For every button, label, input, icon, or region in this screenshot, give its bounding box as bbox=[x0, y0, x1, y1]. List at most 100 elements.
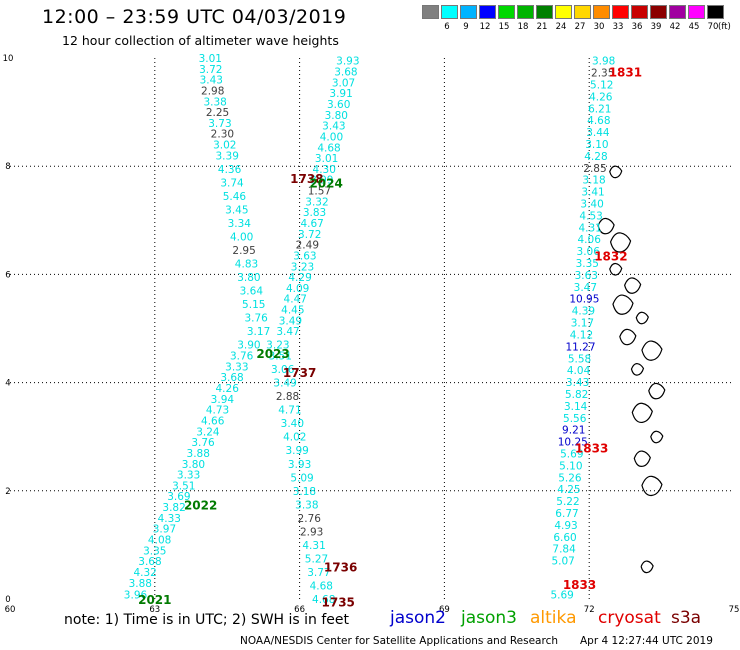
pass-time-label: 1738 bbox=[290, 172, 323, 186]
page-subtitle: 12 hour collection of altimeter wave hei… bbox=[62, 33, 339, 48]
wave-height-value: 4.00 bbox=[320, 131, 343, 143]
wave-height-value: 2.88 bbox=[276, 391, 299, 403]
wave-height-value: 3.91 bbox=[329, 88, 352, 100]
wave-height-value: 2.98 bbox=[201, 85, 224, 97]
wave-height-value: 6.60 bbox=[553, 532, 576, 544]
wave-height-value: 7.84 bbox=[552, 544, 576, 556]
wave-height-value: 3.40 bbox=[580, 199, 603, 211]
wave-height-value: 3.94 bbox=[211, 394, 235, 406]
wave-height-value: 5.15 bbox=[242, 299, 265, 311]
legend-swatch bbox=[517, 5, 534, 19]
lat-tick-label: 8 bbox=[5, 162, 10, 172]
wave-height-value: 4.47 bbox=[284, 294, 307, 306]
pass-time-label: 1736 bbox=[324, 561, 357, 575]
units-note: note: 1) Time is in UTC; 2) SWH is in fe… bbox=[64, 612, 350, 628]
wave-height-value: 3.33 bbox=[177, 470, 200, 482]
wave-height-value: 2.35 bbox=[591, 68, 614, 80]
atoll-outline bbox=[633, 450, 651, 467]
wave-height-value: 3.51 bbox=[172, 480, 195, 492]
satellite-cryosat: cryosat bbox=[598, 608, 661, 628]
wave-height-value: 4.71 bbox=[278, 405, 301, 417]
altimeter-tracks: 3.933.683.073.913.603.803.434.004.683.01… bbox=[124, 53, 616, 606]
wave-height-value: 5.58 bbox=[568, 353, 591, 365]
wave-height-value: 3.45 bbox=[225, 204, 248, 216]
maldives-coastline bbox=[597, 165, 666, 574]
wave-height-value: 3.99 bbox=[285, 445, 308, 457]
pass-time-label: 2024 bbox=[309, 176, 342, 190]
wave-height-value: 2.49 bbox=[296, 240, 319, 252]
wave-height-value: 4.31 bbox=[578, 222, 601, 234]
wave-height-value: 3.64 bbox=[240, 286, 264, 298]
wave-height-value: 3.43 bbox=[322, 121, 345, 133]
wave-height-value: 3.35 bbox=[143, 545, 166, 557]
legend-swatch bbox=[650, 5, 667, 19]
wave-height-value: 11.27 bbox=[565, 341, 595, 353]
wave-height-value: 3.24 bbox=[196, 426, 220, 438]
atoll-outline bbox=[624, 277, 642, 294]
atoll-outline bbox=[631, 402, 653, 424]
lon-tick-label: 72 bbox=[584, 605, 595, 615]
legend-label: 18 bbox=[517, 22, 529, 32]
pass-time-label: 1832 bbox=[594, 249, 627, 263]
wave-height-value: 4.32 bbox=[133, 567, 156, 579]
wave-height-value: 3.06 bbox=[577, 246, 601, 258]
wave-height-value: 3.17 bbox=[571, 318, 594, 330]
pass-time-label: 1831 bbox=[609, 66, 642, 80]
legend-label: 15 bbox=[498, 22, 510, 32]
legend-label: 9 bbox=[463, 22, 469, 32]
pass-time-label: 1833 bbox=[563, 578, 596, 592]
generated-timestamp: Apr 4 12:27:44 UTC 2019 bbox=[580, 635, 713, 647]
legend-swatch bbox=[498, 5, 515, 19]
wave-height-value: 4.39 bbox=[572, 306, 595, 318]
wave-height-value: 4.53 bbox=[579, 210, 602, 222]
wave-height-value: 3.82 bbox=[162, 502, 185, 514]
legend-swatch bbox=[593, 5, 610, 19]
legend-unit: (ft) bbox=[718, 22, 731, 32]
wave-height-value: 3.99 bbox=[310, 175, 333, 187]
legend-swatch bbox=[707, 5, 724, 19]
wave-height-value: 4.93 bbox=[554, 520, 577, 532]
wave-height-value: 3.76 bbox=[230, 351, 254, 363]
wave-height-value: 3.90 bbox=[237, 340, 260, 352]
wave-height-value: 3.93 bbox=[288, 459, 311, 471]
wave-height-value: 5.27 bbox=[305, 553, 328, 565]
wave-height-value: 3.98 bbox=[592, 56, 615, 68]
wave-height-value: 4.06 bbox=[578, 234, 602, 246]
wave-height-value: 4.68 bbox=[317, 142, 340, 154]
wave-height-value: 2.85 bbox=[583, 163, 606, 175]
wave-height-value: 3.49 bbox=[273, 378, 296, 390]
wave-height-value: 5.56 bbox=[563, 413, 587, 425]
lon-tick-label: 75 bbox=[729, 605, 740, 615]
atoll-outline bbox=[619, 328, 637, 346]
wave-height-value: 4.12 bbox=[570, 329, 593, 341]
wave-height-value: 4.31 bbox=[302, 540, 325, 552]
wave-height-value: 6.21 bbox=[588, 103, 611, 115]
wave-height-value: 4.26 bbox=[216, 383, 240, 395]
wave-height-value: 4.73 bbox=[206, 405, 229, 417]
wave-height-value: 5.12 bbox=[590, 80, 613, 92]
wave-height-value: 3.68 bbox=[138, 556, 161, 568]
atoll-outline bbox=[641, 340, 663, 361]
wave-height-value: 3.02 bbox=[213, 140, 236, 152]
pass-time-label: 1735 bbox=[322, 596, 355, 610]
wave-height-value: 6.77 bbox=[555, 508, 578, 520]
atoll-outline bbox=[641, 475, 663, 497]
wave-height-value: 3.40 bbox=[281, 418, 304, 430]
legend-label: 12 bbox=[479, 22, 491, 32]
atoll-outline bbox=[609, 262, 623, 276]
wave-height-value: 3.97 bbox=[153, 524, 176, 536]
wave-height-value: 3.68 bbox=[334, 67, 357, 79]
wave-height-value: 3.88 bbox=[187, 448, 210, 460]
wave-height-value: 5.69 bbox=[550, 590, 573, 602]
legend-swatch bbox=[612, 5, 629, 19]
atoll-outline bbox=[609, 232, 632, 253]
lat-tick-label: 0 bbox=[5, 595, 10, 605]
wave-height-value: 3.44 bbox=[586, 127, 610, 139]
wave-height-value: 4.68 bbox=[312, 594, 335, 606]
wave-height-value: 4.02 bbox=[283, 432, 306, 444]
lat-tick-label: 6 bbox=[5, 270, 10, 280]
wave-height-value: 4.29 bbox=[288, 272, 311, 284]
wave-height-value: 5.10 bbox=[559, 460, 582, 472]
legend-swatch bbox=[422, 5, 439, 19]
wave-height-value: 3.43 bbox=[200, 75, 223, 87]
